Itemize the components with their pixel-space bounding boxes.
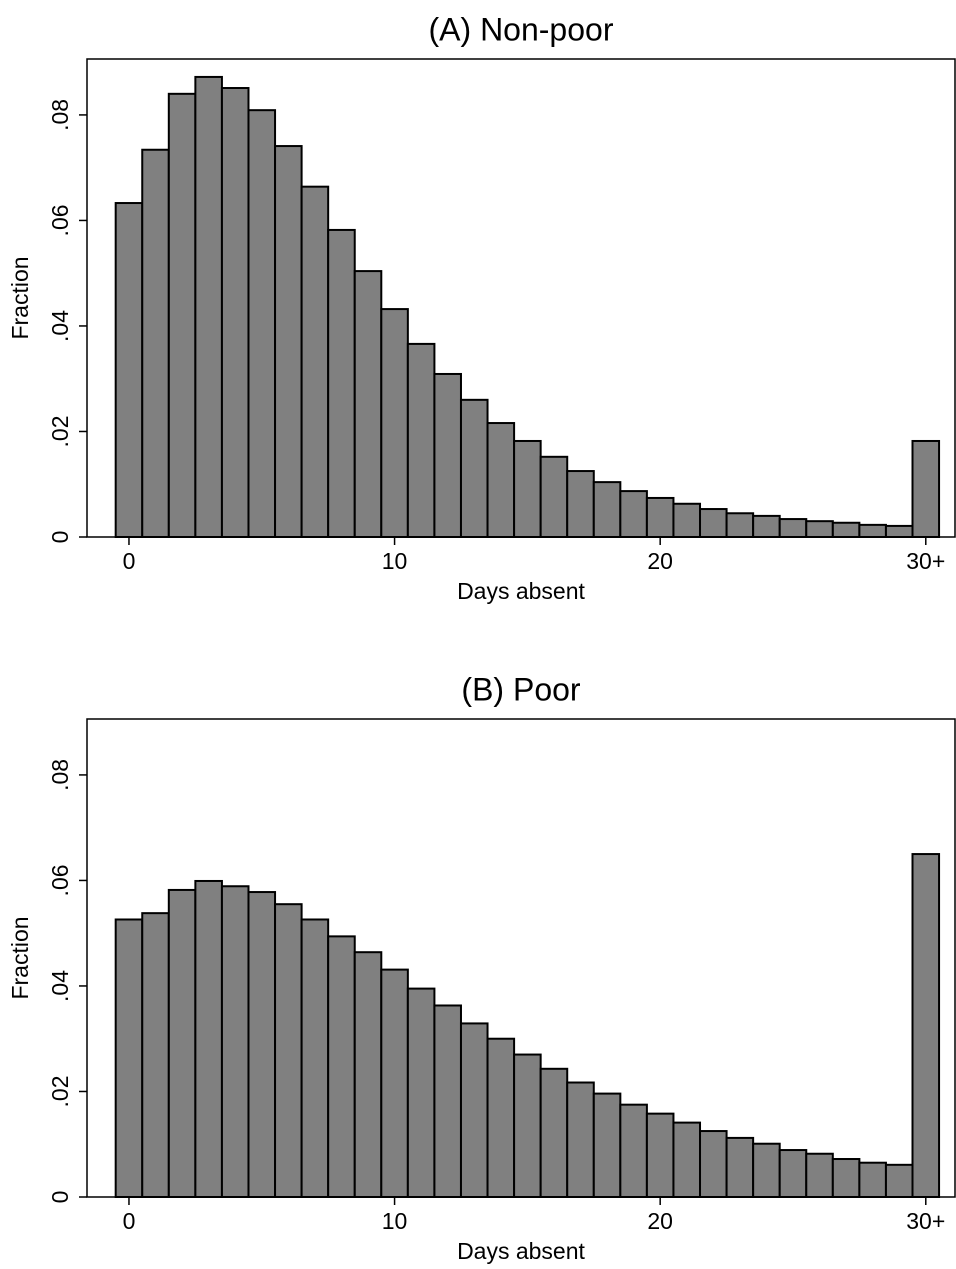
bar — [752, 514, 781, 538]
y-tick-label: .04 — [47, 310, 73, 342]
bar — [406, 342, 436, 538]
bar — [645, 496, 675, 539]
bar — [884, 524, 914, 539]
chart-panel: (A) Non-poor 0 .02 .04 .06 .08 0 10 20 30+ Days ab… — [7, 11, 956, 604]
bar — [353, 951, 383, 1198]
bar — [778, 518, 808, 539]
bar — [327, 228, 356, 538]
bar — [539, 455, 569, 538]
bar — [672, 502, 702, 539]
y-tick-label: 0 — [47, 531, 73, 544]
bar — [566, 470, 595, 539]
bar — [459, 1022, 489, 1198]
x-tick-label: 30+ — [906, 1208, 945, 1234]
y-tick-label: .06 — [47, 864, 73, 896]
bar — [247, 109, 277, 538]
y-tick-label: .06 — [47, 204, 73, 236]
bar — [752, 1142, 781, 1198]
y-tick-label: .08 — [47, 759, 73, 791]
chart-title: (A) Non-poor — [429, 11, 614, 47]
bar — [167, 888, 197, 1198]
bar — [220, 87, 250, 538]
bar — [513, 439, 542, 539]
bar — [274, 903, 303, 1198]
bar — [114, 918, 144, 1198]
y-tick-label: .02 — [47, 1075, 73, 1107]
chart-title: (B) Poor — [461, 671, 580, 707]
bar — [699, 508, 728, 539]
y-axis-label: Fraction — [7, 916, 33, 999]
bar — [380, 968, 409, 1198]
bar — [805, 1152, 834, 1198]
bar — [592, 1092, 622, 1198]
bar — [831, 1158, 861, 1198]
x-tick-label: 20 — [647, 1208, 673, 1234]
bar — [327, 935, 356, 1198]
bar — [220, 885, 250, 1198]
bar — [805, 520, 834, 538]
bar — [513, 1053, 542, 1199]
x-axis-label: Days absent — [457, 1238, 585, 1264]
y-tick-label: .08 — [47, 99, 73, 131]
x-tick-label: 30+ — [906, 548, 945, 574]
bar — [831, 521, 861, 538]
bar — [380, 308, 409, 538]
bar — [459, 398, 489, 538]
x-tick-label: 0 — [123, 1208, 136, 1234]
bar — [406, 987, 436, 1198]
bar — [645, 1112, 675, 1198]
x-tick-label: 20 — [647, 548, 673, 574]
y-axis-label: Fraction — [7, 256, 33, 339]
bar — [778, 1149, 808, 1199]
bar — [672, 1121, 702, 1199]
y-tick-label: .04 — [47, 970, 73, 1002]
bar — [433, 1004, 462, 1198]
bar — [167, 92, 197, 538]
y-tick-label: .02 — [47, 415, 73, 447]
bar — [274, 145, 303, 538]
bar — [725, 1136, 755, 1198]
bar — [911, 853, 941, 1198]
bar — [539, 1067, 569, 1198]
bar — [300, 918, 330, 1198]
bar — [300, 185, 330, 538]
bar — [114, 202, 144, 538]
bar — [566, 1081, 595, 1199]
bar — [194, 75, 223, 538]
bar — [433, 372, 462, 538]
y-tick-label: 0 — [47, 1191, 73, 1204]
x-tick-label: 10 — [382, 1208, 408, 1234]
x-axis-label: Days absent — [457, 578, 585, 604]
bar — [699, 1130, 728, 1199]
bar — [619, 490, 648, 538]
bar — [486, 422, 516, 538]
bar — [619, 1103, 648, 1198]
bar — [858, 523, 887, 539]
bar — [141, 148, 170, 539]
bar — [247, 891, 277, 1198]
chart-panel: (B) Poor 0 .02 .04 .06 .08 0 10 20 30+ Days absent… — [7, 671, 956, 1264]
bar — [141, 912, 170, 1199]
bar — [858, 1161, 887, 1198]
bar — [592, 481, 622, 539]
x-tick-label: 10 — [382, 548, 408, 574]
bar — [884, 1163, 914, 1198]
bar — [486, 1037, 516, 1199]
bar — [725, 512, 755, 539]
bar — [911, 439, 941, 539]
bar — [353, 270, 383, 538]
x-tick-label: 0 — [123, 548, 136, 574]
bar — [194, 879, 223, 1198]
